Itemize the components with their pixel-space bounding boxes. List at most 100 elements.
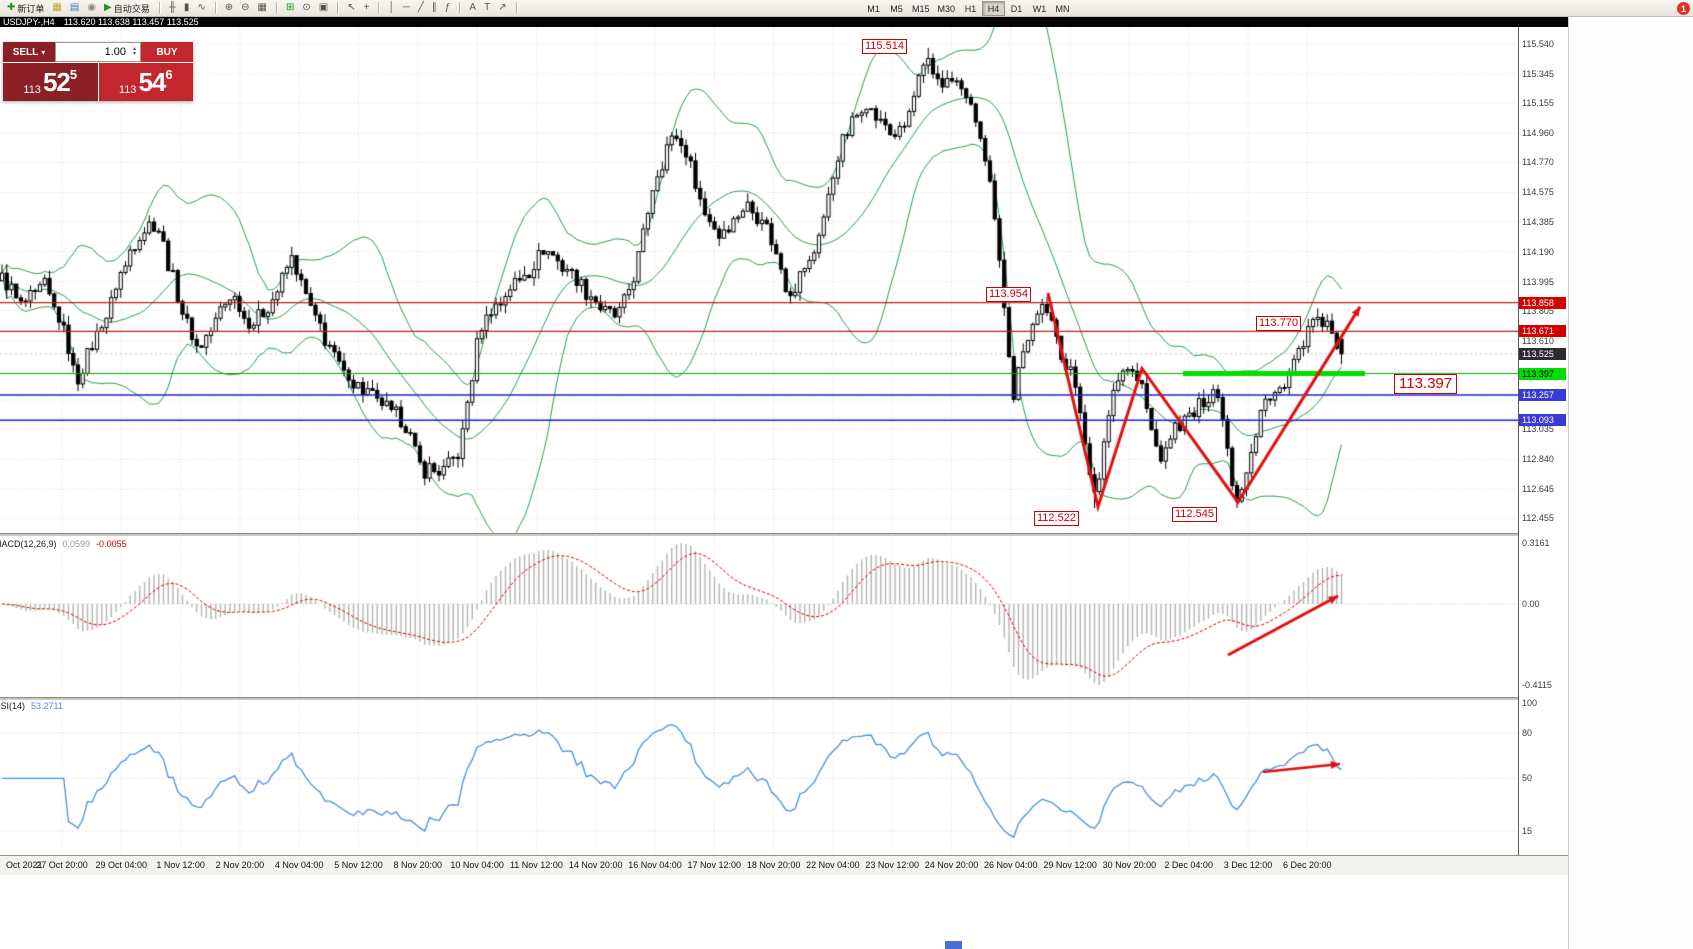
annotation-115_514[interactable]: 115.514 [862,39,907,54]
profiles-icon: ▤ [69,2,80,13]
time-axis-label: 18 Nov 20:00 [746,860,801,870]
line-chart-button[interactable]: ∿ [193,1,209,16]
line-chart-icon: ∿ [197,2,206,13]
timeframe-button-m5[interactable]: M5 [890,3,903,14]
autotrade-button[interactable]: ▶ 自动交易 [100,1,154,16]
rsi-scale-label: 80 [1522,728,1533,739]
annotation-112_522[interactable]: 112.522 [1034,511,1079,526]
new-order-button[interactable]: ✚ 新订单 [3,1,48,16]
time-axis-label: 6 Dec 20:00 [1283,860,1332,870]
chart-window: USDJPY-,H4 113.620 113.638 113.457 113.5… [0,17,1568,875]
label-button[interactable]: T [480,1,494,16]
toolbar-separator [276,2,277,14]
annotation-113_954[interactable]: 113.954 [986,287,1031,302]
sell-price-pips: 52 [42,67,71,97]
lot-increase-icon[interactable]: ▴ [132,46,136,52]
horizontal-line-button[interactable]: ─ [399,1,414,16]
price-chart-canvas[interactable] [0,27,1518,855]
candlestick-chart-icon: ▮ [183,2,190,13]
lot-spinner[interactable]: ▴ ▾ [129,46,140,57]
time-axis-label: 2 Dec 04:00 [1164,860,1213,870]
time-axis-label: 8 Nov 20:00 [393,860,443,870]
zoom-out-icon: ⊖ [241,2,250,13]
buy-button[interactable]: BUY [141,42,193,62]
trendline-button[interactable]: ╱ [414,1,428,16]
time-axis-label: 27 Oct 20:00 [36,860,88,870]
panel-separator[interactable] [0,533,1568,536]
time-axis-label: 3 Dec 12:00 [1223,860,1273,870]
cursor-button[interactable]: ↖ [343,1,359,16]
price-badge: 113.257 [1519,389,1566,402]
lot-decrease-icon[interactable]: ▾ [132,51,136,57]
periods-button[interactable]: ⊙ [298,1,314,16]
time-axis[interactable]: Oct 2021 27 Oct 20:00 29 Oct 04:00 1 Nov 12… [0,855,1568,875]
text-icon: A [469,2,477,13]
price-tick-label: 113.035 [1522,424,1554,435]
chart-title-bar: USDJPY-,H4 113.620 113.638 113.457 113.5… [0,17,1568,27]
alerts-button[interactable]: ◉ [83,1,100,16]
candlestick-chart-button[interactable]: ▮ [180,1,194,16]
annotation-113_770[interactable]: 113.770 [1256,316,1301,331]
price-tick-label: 115.155 [1522,98,1554,109]
templates-button[interactable]: ▣ [315,1,332,16]
macd-scale-label: 0.00 [1522,599,1540,609]
channel-button[interactable]: ∥ [428,1,441,16]
buy-price-display[interactable]: 113 54 6 [98,63,193,101]
zoom-out-button[interactable]: ⊖ [237,1,253,16]
buy-button-label: BUY [156,46,178,58]
price-tick-label: 113.805 [1522,305,1554,316]
tile-windows-button[interactable]: ▦ [254,1,271,16]
indicators-icon: ⊞ [286,2,295,13]
time-axis-label: 30 Nov 20:00 [1102,860,1157,870]
alerts-icon: ◉ [87,2,97,13]
price-badge: 113.525 [1519,347,1566,360]
buy-price-pipette: 6 [165,67,173,82]
timeframe-button-m30[interactable]: M30 [937,3,956,14]
time-axis-label: 11 Nov 12:00 [509,860,563,870]
price-tick-label: 114.960 [1522,128,1554,139]
rsi-scale-label: 15 [1522,826,1533,836]
annotation-112_545[interactable]: 112.545 [1172,507,1217,522]
chart-window-button[interactable]: ▦ [48,1,65,16]
notification-badge[interactable]: 1 [1677,2,1690,15]
toolbar-separator [378,2,380,14]
horizontal-line-icon: ─ [402,2,410,13]
price-axis[interactable]: 115.540 115.345 115.155 114.960 114.770 114.5… [1518,27,1568,855]
timeframe-button-d1[interactable]: D1 [1010,3,1023,14]
panel-separator[interactable] [0,697,1568,700]
time-axis-label: 2 Nov 20:00 [215,860,265,870]
autotrade-icon: ▶ [104,2,112,13]
timeframe-button-h4[interactable]: H4 [982,1,1006,16]
crosshair-button[interactable]: + [360,1,374,16]
text-button[interactable]: A [465,1,480,16]
time-axis-label: 5 Nov 12:00 [334,860,383,870]
sell-dropdown-arrow-icon[interactable]: ▾ [41,47,46,57]
zoom-in-button[interactable]: ⊕ [221,1,237,16]
price-tick-label: 112.645 [1522,484,1554,495]
time-axis-label: 29 Oct 04:00 [95,860,148,870]
rsi-name: RSI(14) [0,701,26,711]
rsi-value: 53.2711 [31,701,63,711]
timeframe-button-m1[interactable]: M1 [867,3,880,14]
timeframe-button-h1[interactable]: H1 [964,3,977,14]
channel-icon: ∥ [431,2,437,13]
sell-button[interactable]: SELL ▾ [3,42,55,62]
timeframe-button-m15[interactable]: M15 [912,3,930,14]
indicators-button[interactable]: ⊞ [282,1,298,16]
toolbar-separator [158,2,160,14]
sell-price-display[interactable]: 113 52 5 [3,63,98,101]
timeframe-button-w1[interactable]: W1 [1032,3,1047,14]
zoom-in-icon: ⊕ [224,2,234,13]
vertical-line-button[interactable]: │ [384,1,398,16]
arrows-button[interactable]: ↗ [494,1,510,16]
profiles-button[interactable]: ▤ [66,1,83,16]
time-axis-label: 4 Nov 04:00 [274,860,324,870]
bar-chart-button[interactable]: ╫ [165,1,180,16]
lot-size-field[interactable]: 1.00 ▴ ▾ [55,42,141,62]
fibonacci-button[interactable]: ƒ [441,1,455,16]
annotation-113_397[interactable]: 113.397 [1394,374,1458,394]
price-tick-label: 112.840 [1522,454,1554,465]
timeframe-button-mn[interactable]: MN [1055,3,1070,14]
macd-name: MACD(12,26,9) [0,539,57,549]
macd-main-value: 0.0599 [62,539,91,549]
